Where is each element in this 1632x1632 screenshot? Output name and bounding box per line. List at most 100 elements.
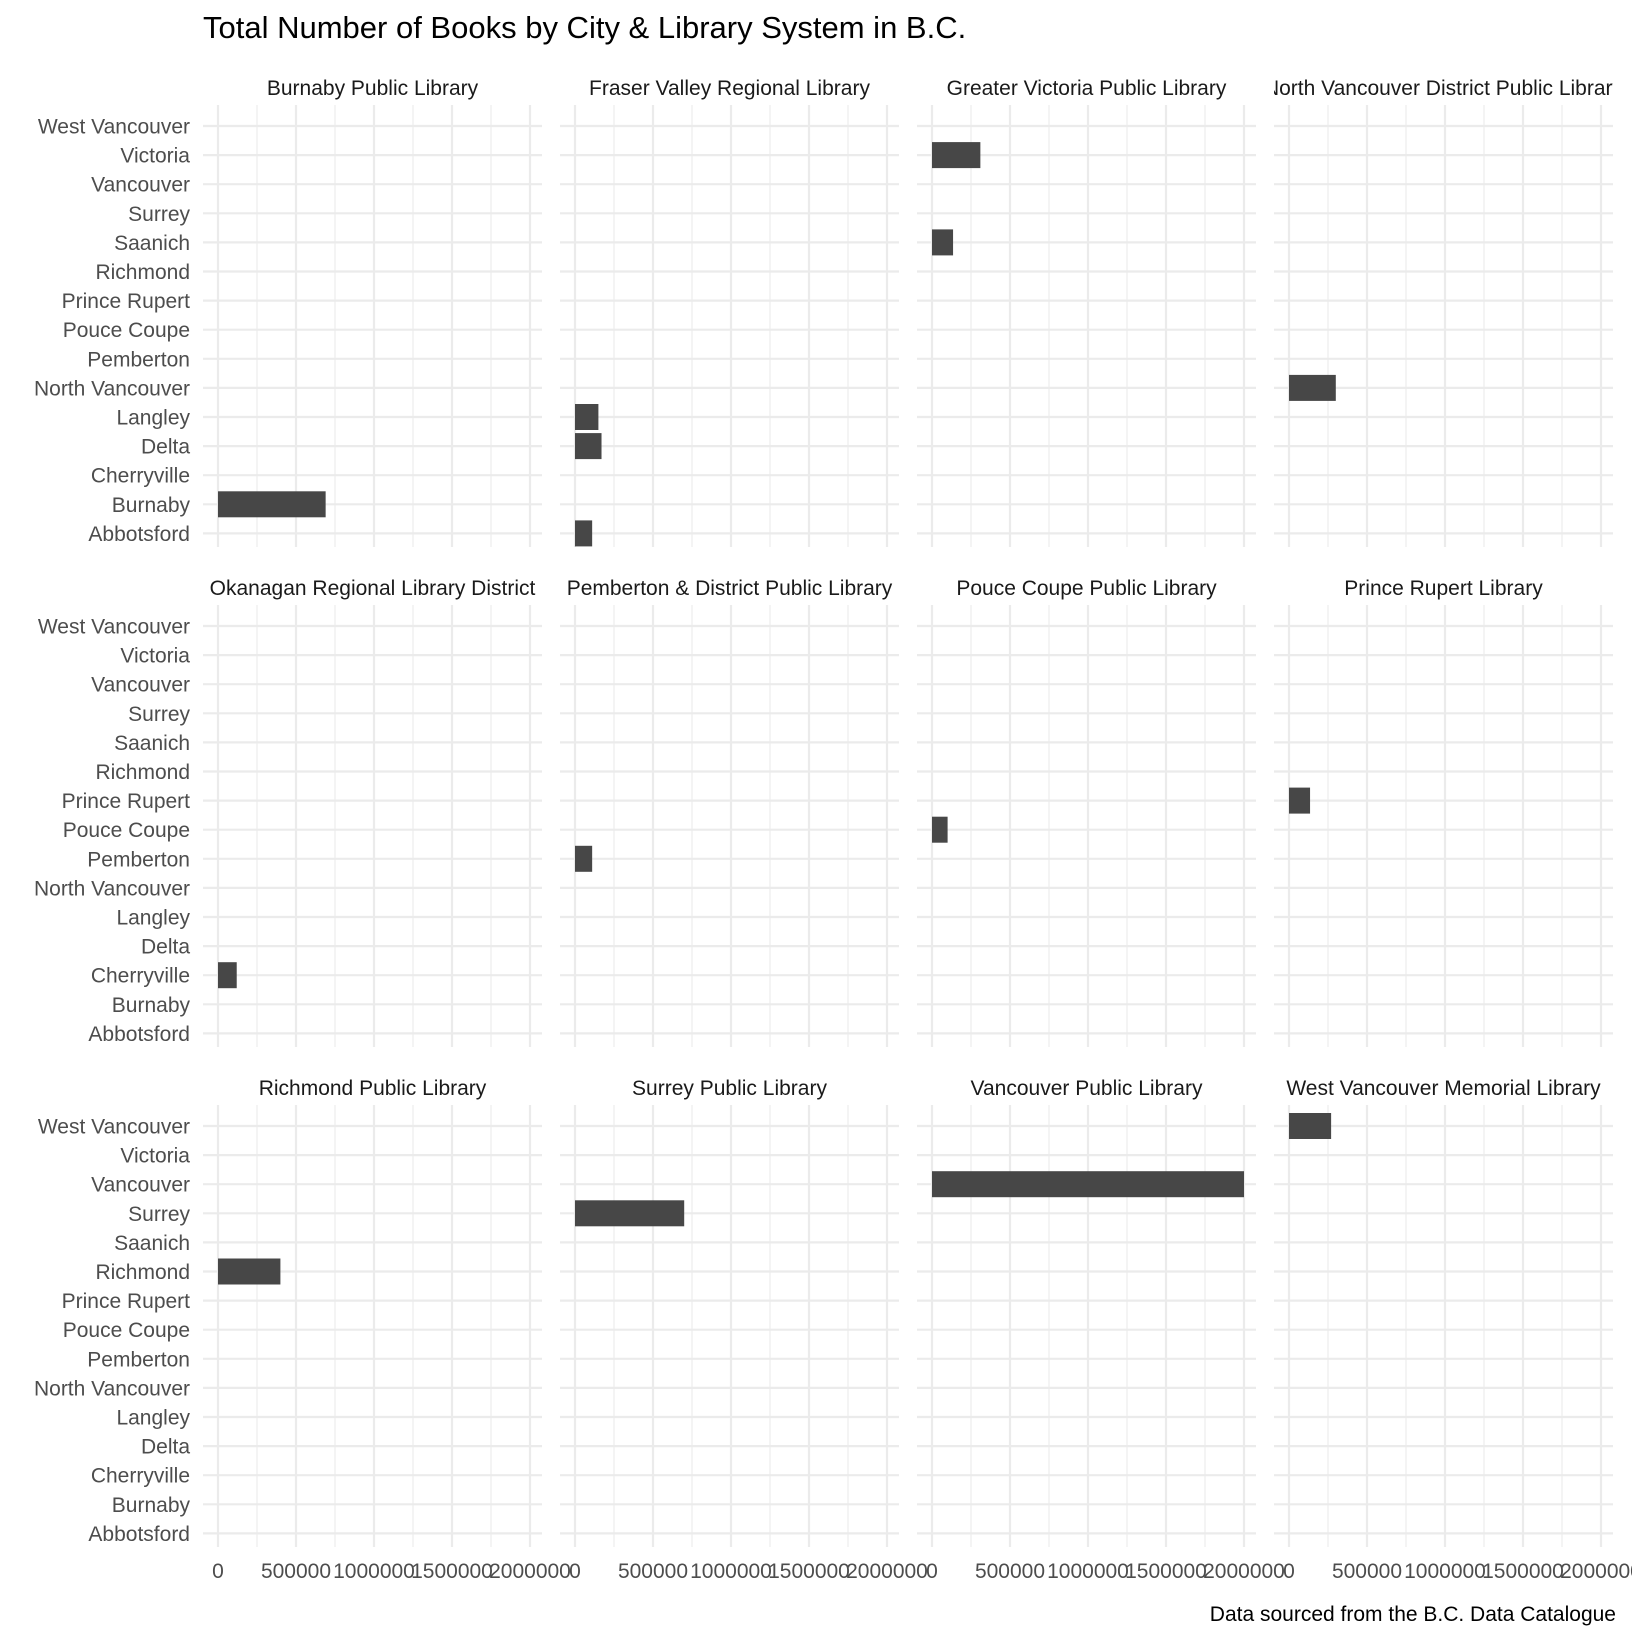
- y-tick-label: Saanich: [114, 232, 190, 255]
- facet-strip-label: Surrey Public Library: [632, 1077, 827, 1100]
- bar-north-vancouver: [1289, 374, 1336, 401]
- bar-burnaby: [218, 491, 326, 518]
- y-tick-label: North Vancouver: [34, 1377, 190, 1400]
- facet-panel-prince-rupert-library: Prince Rupert Library: [1274, 577, 1613, 1047]
- y-tick-label: Vancouver: [91, 1174, 190, 1197]
- y-tick-label: North Vancouver: [34, 877, 190, 900]
- facet-panel-burnaby-public-library: Burnaby Public Library West Vancouver Vict…: [34, 77, 542, 547]
- y-tick-label: Cherryville: [91, 965, 190, 988]
- x-tick-label: 1500000: [1125, 1560, 1207, 1583]
- x-tick-label: 2000000: [1560, 1560, 1632, 1583]
- facet-strip-label: Pouce Coupe Public Library: [956, 577, 1217, 600]
- y-tick-label: Prince Rupert: [62, 290, 191, 313]
- y-tick-label: Richmond: [95, 761, 190, 784]
- y-tick-label: Pemberton: [87, 348, 190, 371]
- x-tick-label: 1000000: [690, 1560, 772, 1583]
- y-tick-label: Saanich: [114, 1232, 190, 1255]
- x-tick-label: 500000: [618, 1560, 688, 1583]
- y-tick-label: Delta: [141, 1436, 190, 1459]
- facet-panel-vancouver-public-library: Vancouver Public Library 0 500000 100000015…: [917, 1077, 1285, 1583]
- facet-panel-surrey-public-library: Surrey Public Library 0 500000 100000015000…: [560, 1077, 928, 1583]
- y-tick-label: Vancouver: [91, 674, 190, 697]
- y-tick-label: North Vancouver: [34, 377, 190, 400]
- y-tick-label: Victoria: [120, 145, 190, 168]
- bar-langley: [575, 404, 599, 430]
- facet-strip-label: North Vancouver District Public Library: [1264, 77, 1624, 100]
- facet-panels: Burnaby Public Library West Vancouver Vict…: [34, 77, 1632, 1583]
- facet-strip-label: Okanagan Regional Library District: [210, 577, 536, 600]
- y-tick-label: West Vancouver: [38, 616, 190, 639]
- bar-victoria: [932, 142, 981, 169]
- x-tick-label: 2000000: [489, 1560, 571, 1583]
- chart-caption: Data sourced from the B.C. Data Catalogu…: [1210, 1603, 1616, 1626]
- y-tick-label: Abbotsford: [88, 523, 190, 546]
- y-tick-label: Richmond: [95, 1261, 190, 1284]
- facet-panel-greater-victoria-public-library: Greater Victoria Public Library: [917, 77, 1256, 547]
- bar-prince-rupert: [1289, 787, 1311, 814]
- facet-panel-pemberton-and-district-public-library: Pemberton & District Public Library: [560, 577, 899, 1047]
- facet-panel-north-vancouver-district-public-library: North Vancouver District Public Library: [1264, 77, 1624, 547]
- y-tick-label: Prince Rupert: [62, 1290, 191, 1313]
- y-tick-label: Abbotsford: [88, 1523, 190, 1546]
- y-tick-label: Surrey: [128, 703, 190, 726]
- x-tick-label: 0: [569, 1560, 581, 1583]
- x-tick-label: 0: [212, 1560, 224, 1583]
- bar-pemberton: [575, 845, 593, 872]
- y-tick-label: Langley: [116, 407, 190, 430]
- bar-richmond: [218, 1258, 281, 1285]
- y-tick-label: Victoria: [120, 645, 190, 668]
- x-tick-label: 1500000: [1482, 1560, 1564, 1583]
- facet-panel-fraser-valley-regional-library: Fraser Valley Regional Library: [560, 77, 899, 547]
- chart-title: Total Number of Books by City & Library …: [203, 10, 966, 45]
- bar-pouce-coupe: [932, 816, 948, 843]
- facet-panel-richmond-public-library: Richmond Public Library West Vancouver Vic…: [34, 1077, 571, 1583]
- facet-strip-label: Burnaby Public Library: [267, 77, 479, 100]
- y-tick-label: Burnaby: [112, 1494, 191, 1517]
- y-tick-label: West Vancouver: [38, 116, 190, 139]
- bar-vancouver: [932, 1171, 1244, 1198]
- y-tick-label: Victoria: [120, 1145, 190, 1168]
- x-tick-label: 0: [1283, 1560, 1295, 1583]
- y-tick-label: Pouce Coupe: [63, 319, 190, 342]
- bar-surrey: [575, 1200, 685, 1227]
- x-tick-label: 500000: [1332, 1560, 1402, 1583]
- facet-panel-west-vancouver-memorial-library: West Vancouver Memorial Library 0 500000 10…: [1274, 1077, 1632, 1583]
- x-tick-label: 500000: [975, 1560, 1045, 1583]
- y-tick-label: Langley: [116, 907, 190, 930]
- bar-west-vancouver: [1289, 1113, 1332, 1139]
- x-tick-label: 500000: [261, 1560, 331, 1583]
- x-tick-label: 1500000: [768, 1560, 850, 1583]
- y-tick-label: Abbotsford: [88, 1023, 190, 1046]
- bar-abbotsford: [575, 520, 593, 547]
- facet-panel-pouce-coupe-public-library: Pouce Coupe Public Library: [917, 577, 1256, 1047]
- y-tick-label: Delta: [141, 936, 190, 959]
- y-tick-label: Richmond: [95, 261, 190, 284]
- y-tick-label: Pemberton: [87, 1348, 190, 1371]
- facet-strip-label: Greater Victoria Public Library: [947, 77, 1227, 100]
- y-tick-label: Pemberton: [87, 848, 190, 871]
- x-tick-label: 1000000: [333, 1560, 415, 1583]
- x-tick-label: 1500000: [411, 1560, 493, 1583]
- facet-strip-label: Pemberton & District Public Library: [567, 577, 893, 600]
- facet-strip-label: Richmond Public Library: [259, 1077, 487, 1100]
- y-tick-label: Pouce Coupe: [63, 819, 190, 842]
- y-tick-label: Surrey: [128, 1203, 190, 1226]
- x-tick-label: 2000000: [1203, 1560, 1285, 1583]
- facet-strip-label: Vancouver Public Library: [971, 1077, 1203, 1100]
- y-tick-label: Cherryville: [91, 1465, 190, 1488]
- facet-panel-okanagan-regional-library-district: Okanagan Regional Library District West V…: [34, 577, 542, 1047]
- x-tick-label: 2000000: [846, 1560, 928, 1583]
- bar-cherryville: [218, 962, 237, 989]
- y-tick-label: Vancouver: [91, 174, 190, 197]
- bar-delta: [575, 433, 602, 460]
- y-tick-label: Delta: [141, 436, 190, 459]
- facet-strip-label: Prince Rupert Library: [1344, 577, 1543, 600]
- y-tick-label: Burnaby: [112, 494, 191, 517]
- x-tick-label: 1000000: [1047, 1560, 1129, 1583]
- y-tick-label: West Vancouver: [38, 1116, 190, 1139]
- facet-strip-label: West Vancouver Memorial Library: [1286, 1077, 1601, 1100]
- y-tick-label: Surrey: [128, 203, 190, 226]
- x-tick-label: 1000000: [1404, 1560, 1486, 1583]
- y-tick-label: Pouce Coupe: [63, 1319, 190, 1342]
